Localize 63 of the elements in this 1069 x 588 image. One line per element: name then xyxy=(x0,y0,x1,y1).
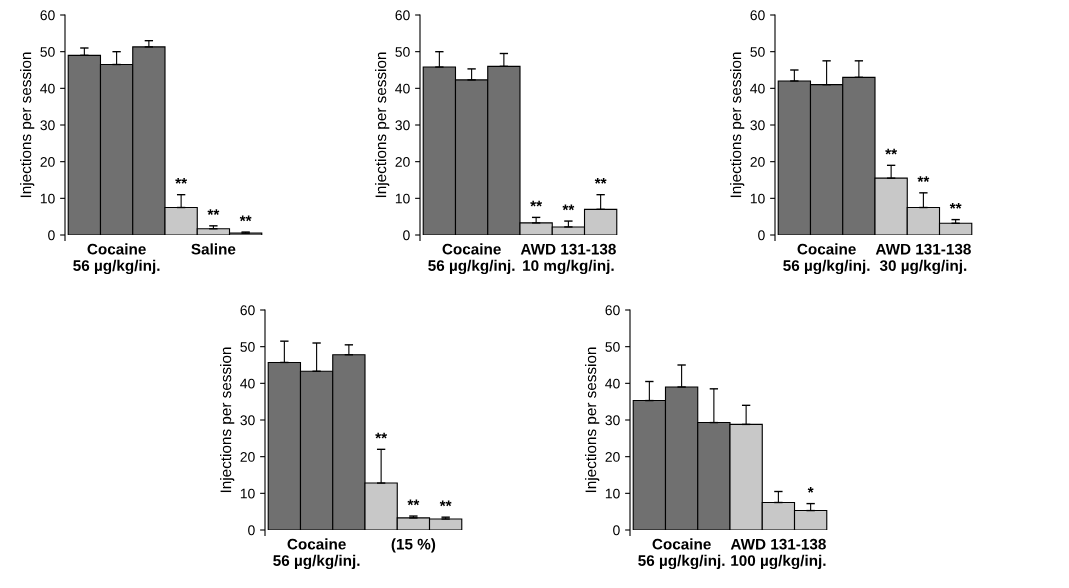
data-label: ** xyxy=(375,432,388,439)
y-tick-label: 60 xyxy=(750,10,765,21)
data-label: ** xyxy=(949,202,962,209)
data-label: ** xyxy=(407,499,420,506)
y-tick-label: 0 xyxy=(613,525,620,536)
x-tick-label: Cocaine 56 µg/kg/inj. xyxy=(273,538,360,570)
x-tick-label: Cocaine 56 µg/kg/inj. xyxy=(638,538,725,570)
data-label: ** xyxy=(439,500,452,507)
x-tick-label: Cocaine 56 µg/kg/inj. xyxy=(783,243,870,275)
x-tick-label: (15 %) xyxy=(391,538,436,553)
y-tick-label: 30 xyxy=(395,120,410,131)
y-tick-label: 50 xyxy=(240,342,255,352)
x-tick-label: AWD 131-138 10 mg/kg/inj. xyxy=(520,243,616,275)
y-tick-label: 20 xyxy=(240,452,255,462)
y-tick-label: 10 xyxy=(395,193,410,204)
y-tick-label: 0 xyxy=(48,230,55,241)
x-tick-label: AWD 131-138 30 µg/kg/inj. xyxy=(875,243,971,275)
y-tick-label: 60 xyxy=(40,10,55,21)
y-tick-label: 40 xyxy=(240,378,255,389)
y-axis-title: Injections per session xyxy=(20,52,35,198)
data-label: ** xyxy=(917,176,930,182)
data-label: ** xyxy=(175,178,188,184)
y-axis-title: Injections per session xyxy=(730,52,745,198)
y-tick-label: 50 xyxy=(40,47,55,57)
data-label: * xyxy=(807,486,814,493)
y-tick-label: 20 xyxy=(605,452,620,462)
y-tick-label: 50 xyxy=(750,47,765,57)
x-tick-label: Cocaine 56 µg/kg/inj. xyxy=(428,243,515,275)
y-tick-label: 60 xyxy=(605,305,620,316)
y-tick-label: 40 xyxy=(40,83,55,94)
y-tick-label: 20 xyxy=(40,157,55,167)
data-label: ** xyxy=(562,204,575,211)
data-label: ** xyxy=(885,148,898,155)
y-tick-label: 30 xyxy=(40,120,55,131)
y-tick-label: 60 xyxy=(395,10,410,21)
y-tick-label: 10 xyxy=(240,488,255,499)
y-tick-label: 20 xyxy=(750,157,765,167)
y-tick-label: 40 xyxy=(750,83,765,94)
y-tick-label: 60 xyxy=(240,305,255,316)
y-tick-label: 50 xyxy=(395,47,410,57)
x-tick-label: Saline xyxy=(191,243,236,255)
data-label: ** xyxy=(207,209,220,215)
y-tick-label: 20 xyxy=(395,157,410,167)
y-tick-label: 30 xyxy=(750,120,765,131)
y-axis-title: Injections per session xyxy=(375,52,390,198)
y-tick-label: 0 xyxy=(403,230,410,241)
data-label: ** xyxy=(530,200,543,207)
y-tick-label: 30 xyxy=(605,415,620,426)
y-axis-title: Injections per session xyxy=(585,347,600,493)
x-tick-label: Cocaine 56 µg/kg/inj. xyxy=(73,243,160,275)
y-tick-label: 40 xyxy=(605,378,620,389)
y-axis-title: Injections per session xyxy=(220,347,235,493)
y-tick-label: 10 xyxy=(605,488,620,499)
y-tick-label: 40 xyxy=(395,83,410,94)
y-tick-label: 50 xyxy=(605,342,620,352)
y-tick-label: 10 xyxy=(40,193,55,204)
y-tick-label: 0 xyxy=(248,525,255,536)
y-tick-label: 0 xyxy=(758,230,765,241)
data-label: ** xyxy=(239,215,252,222)
y-tick-label: 10 xyxy=(750,193,765,204)
x-tick-label: AWD 131-138 100 µg/kg/inj. xyxy=(730,538,826,570)
y-tick-label: 30 xyxy=(240,415,255,426)
data-label: ** xyxy=(594,178,607,184)
